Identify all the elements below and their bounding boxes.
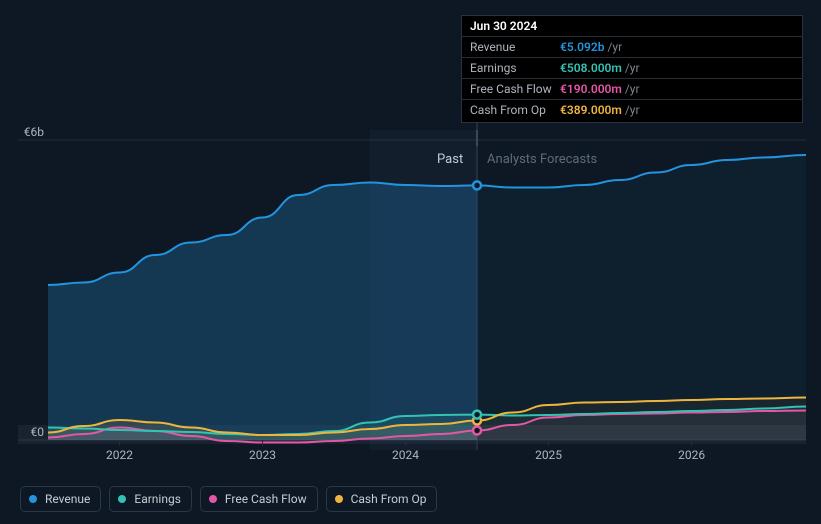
tooltip-unit: /yr (625, 82, 640, 96)
chart-legend: Revenue Earnings Free Cash Flow Cash From O… (20, 486, 437, 512)
legend-item-earnings[interactable]: Earnings (109, 486, 192, 512)
tooltip-unit: /yr (607, 40, 622, 54)
chart-tooltip: Jun 30 2024 Revenue€5.092b/yrEarnings€50… (461, 15, 803, 123)
tooltip-label: Revenue (470, 40, 560, 54)
legend-swatch (118, 495, 126, 503)
y-axis-label: €0 (4, 425, 44, 439)
tooltip-value: €190.000m (560, 82, 622, 96)
legend-label: Free Cash Flow (225, 492, 307, 506)
tooltip-value: €508.000m (560, 61, 622, 75)
legend-item-revenue[interactable]: Revenue (20, 486, 101, 512)
tooltip-label: Earnings (470, 61, 560, 75)
tooltip-date-row: Jun 30 2024 (462, 16, 802, 36)
tooltip-date: Jun 30 2024 (470, 19, 537, 33)
past-label: Past (437, 152, 463, 167)
legend-swatch (209, 495, 217, 503)
tooltip-label: Free Cash Flow (470, 82, 560, 96)
forecast-label: Analysts Forecasts (487, 152, 597, 167)
x-axis-label: 2025 (535, 448, 562, 462)
legend-swatch (335, 495, 343, 503)
legend-item-cash_from_op[interactable]: Cash From Op (326, 486, 438, 512)
x-axis-label: 2022 (106, 448, 133, 462)
tooltip-row: Revenue€5.092b/yr (462, 36, 802, 57)
legend-label: Cash From Op (351, 492, 427, 506)
tooltip-row: Cash From Op€389.000m/yr (462, 99, 802, 120)
tooltip-row: Free Cash Flow€190.000m/yr (462, 78, 802, 99)
tooltip-unit: /yr (625, 103, 640, 117)
y-axis-label: €6b (4, 125, 44, 139)
legend-label: Revenue (45, 492, 90, 506)
legend-swatch (29, 495, 37, 503)
tooltip-unit: /yr (625, 61, 640, 75)
tooltip-row: Earnings€508.000m/yr (462, 57, 802, 78)
legend-item-fcf[interactable]: Free Cash Flow (200, 486, 318, 512)
tooltip-label: Cash From Op (470, 103, 560, 117)
tooltip-value: €5.092b (560, 40, 604, 54)
x-axis-label: 2023 (249, 448, 276, 462)
x-axis-label: 2026 (678, 448, 705, 462)
financials-chart: Past Analysts Forecasts Jun 30 2024 Reve… (0, 0, 821, 524)
tooltip-value: €389.000m (560, 103, 622, 117)
legend-label: Earnings (134, 492, 181, 506)
x-axis-label: 2024 (392, 448, 419, 462)
